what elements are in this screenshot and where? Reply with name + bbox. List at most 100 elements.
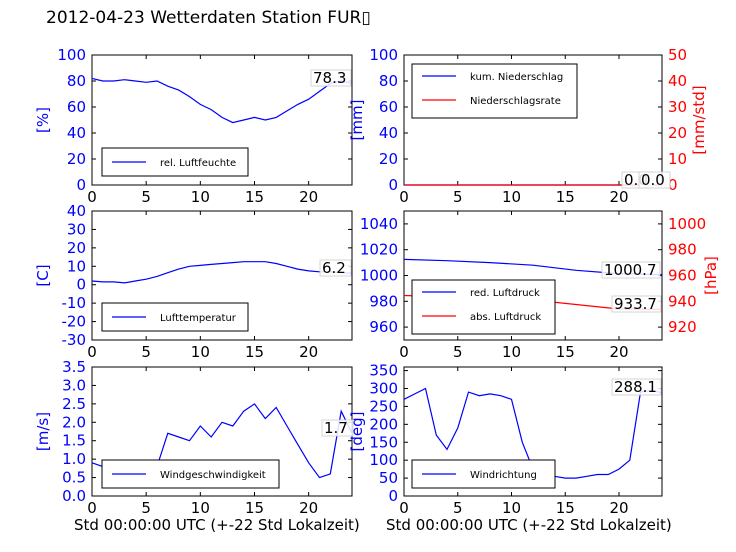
temperature-x-tick-label: 0 — [87, 343, 97, 361]
windspeed-y-tick-label: 1.0 — [62, 450, 86, 468]
x-axis-label-right: Std 00:00:00 UTC (+-22 Std Lokalzeit) — [386, 516, 672, 534]
humidity-x-tick-label: 10 — [191, 188, 210, 206]
precip-y-tick-label: 80 — [379, 72, 398, 90]
temperature-y-tick-label: 40 — [67, 202, 86, 220]
precip-value-annotation: 0.0 — [641, 171, 665, 189]
winddir-y-tick-label: 300 — [369, 380, 398, 398]
winddir-x-tick-label: 0 — [399, 499, 409, 517]
temperature-series-line-0 — [91, 261, 353, 284]
precip-y-tick-label: 0 — [388, 176, 398, 194]
humidity-y-tick-label: 0 — [76, 176, 86, 194]
temperature-legend-box — [101, 302, 249, 332]
precip-value-annotation-box — [638, 171, 671, 189]
pressure-y-tick-label: 1000 — [360, 267, 398, 285]
pressure-y-tick-label: 1020 — [360, 241, 398, 259]
temperature-x-tick-label: 10 — [191, 343, 210, 361]
pressure-legend-box — [411, 279, 556, 335]
precip-x-tick-label: 20 — [609, 188, 628, 206]
pressure-y-tick-label: 980 — [369, 292, 398, 310]
x-axis-label-left: Std 00:00:00 UTC (+-22 Std Lokalzeit) — [74, 516, 360, 534]
pressure-value-annotation: 933.7 — [614, 295, 657, 313]
temperature-y-axis-label: [C] — [34, 264, 52, 286]
windspeed-x-tick-label: 15 — [245, 499, 264, 517]
temperature-value-annotation-box — [319, 259, 352, 277]
winddir-x-tick-label: 10 — [502, 499, 521, 517]
temperature-y-tick-label: -30 — [62, 331, 87, 349]
precip-y-tick-label: 60 — [379, 98, 398, 116]
winddir-x-tick-label: 20 — [609, 499, 628, 517]
windspeed-y-tick-label: 2.0 — [62, 413, 86, 431]
humidity-x-tick-label: 15 — [245, 188, 264, 206]
windspeed-y-axis-label: [m/s] — [34, 412, 52, 451]
windspeed-value-annotation-box — [321, 419, 354, 437]
humidity-x-tick-label: 0 — [87, 188, 97, 206]
humidity-y-tick-label: 60 — [67, 98, 86, 116]
winddir-plot-frame — [403, 366, 663, 497]
precip-y-tick-label: 100 — [369, 46, 398, 64]
precip-x-tick-label: 15 — [556, 188, 575, 206]
humidity-y-tick-label: 20 — [67, 150, 86, 168]
temperature-x-tick-label: 15 — [245, 343, 264, 361]
humidity-y-tick-label: 100 — [57, 46, 86, 64]
temperature-y-tick-label: 20 — [67, 239, 86, 257]
pressure-y2-tick-label: 940 — [668, 292, 697, 310]
humidity-y-tick-label: 80 — [67, 72, 86, 90]
temperature-y-tick-label: 30 — [67, 220, 86, 238]
precip-y-tick-label: 20 — [379, 150, 398, 168]
humidity-plot-frame — [91, 54, 353, 186]
pressure-value-annotation: 1000.7 — [604, 261, 657, 279]
winddir-legend-label: Windrichtung — [470, 470, 537, 481]
figure-title: 2012-04-23 Wetterdaten Station FUR▯ — [46, 8, 371, 28]
winddir-y-tick-label: 250 — [369, 397, 398, 415]
windspeed-y-tick-label: 0.5 — [62, 469, 86, 487]
windspeed-x-tick-label: 20 — [299, 499, 318, 517]
windspeed-value-annotation: 1.7 — [324, 419, 348, 437]
humidity-series-line-0 — [91, 77, 353, 124]
windspeed-x-tick-label: 0 — [87, 499, 97, 517]
pressure-legend-label: abs. Luftdruck — [470, 312, 541, 323]
pressure-x-tick-label: 5 — [453, 343, 463, 361]
precip-x-tick-label: 10 — [502, 188, 521, 206]
humidity-x-tick-label: 20 — [299, 188, 318, 206]
windspeed-y-tick-label: 3.0 — [62, 376, 86, 394]
pressure-y-tick-label: 1040 — [360, 215, 398, 233]
temperature-x-tick-label: 20 — [299, 343, 318, 361]
precip-y2-tick-label: 10 — [668, 150, 687, 168]
winddir-x-tick-label: 5 — [453, 499, 463, 517]
pressure-y2-axis-label: [hPa] — [702, 256, 720, 295]
precip-legend-label: Niederschlagsrate — [470, 96, 561, 107]
windspeed-y-tick-label: 1.5 — [62, 432, 86, 450]
temperature-y-tick-label: 10 — [67, 257, 86, 275]
humidity-value-annotation: 78.3 — [313, 69, 346, 87]
pressure-value-annotation-box — [601, 261, 661, 279]
temperature-legend-label: Lufttemperatur — [160, 313, 237, 324]
pressure-y-tick-label: 960 — [369, 318, 398, 336]
pressure-x-tick-label: 20 — [609, 343, 628, 361]
pressure-y2-tick-label: 920 — [668, 318, 697, 336]
precip-y2-tick-label: 40 — [668, 72, 687, 90]
winddir-y-axis-label: [deg] — [348, 412, 366, 452]
pressure-legend-label: red. Luftdruck — [470, 288, 540, 299]
windspeed-x-tick-label: 5 — [141, 499, 151, 517]
winddir-y-tick-label: 0 — [388, 487, 398, 505]
winddir-y-tick-label: 350 — [369, 362, 398, 380]
windspeed-y-tick-label: 3.5 — [62, 358, 86, 376]
pressure-x-tick-label: 10 — [502, 343, 521, 361]
temperature-y-tick-label: -20 — [62, 313, 87, 331]
precip-y2-tick-label: 20 — [668, 124, 687, 142]
precip-x-tick-label: 0 — [399, 188, 409, 206]
temperature-y-tick-label: 0 — [76, 276, 86, 294]
winddir-y-tick-label: 150 — [369, 433, 398, 451]
winddir-x-tick-label: 15 — [556, 499, 575, 517]
winddir-value-annotation: 288.1 — [614, 378, 657, 396]
windspeed-y-tick-label: 0.0 — [62, 487, 86, 505]
precip-x-tick-label: 5 — [453, 188, 463, 206]
pressure-x-tick-label: 0 — [399, 343, 409, 361]
humidity-value-annotation-box — [310, 69, 352, 87]
precip-y2-tick-label: 30 — [668, 98, 687, 116]
windspeed-x-tick-label: 10 — [191, 499, 210, 517]
winddir-value-annotation-box — [611, 378, 662, 396]
humidity-y-tick-label: 40 — [67, 124, 86, 142]
precip-y2-tick-label: 50 — [668, 46, 687, 64]
winddir-y-tick-label: 200 — [369, 415, 398, 433]
